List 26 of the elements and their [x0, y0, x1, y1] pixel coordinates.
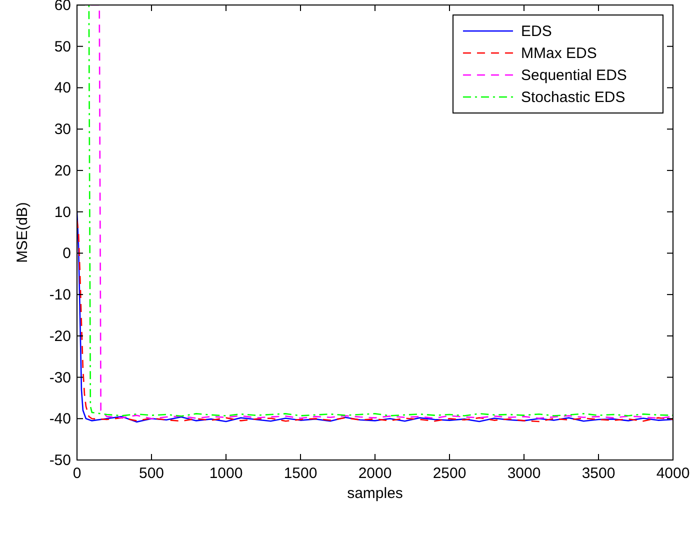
- x-tick-label: 0: [72, 465, 82, 482]
- x-tick-label: 2000: [358, 465, 392, 482]
- y-tick-label: 50: [54, 38, 71, 56]
- y-tick-label: 20: [54, 162, 71, 180]
- y-tick-label: 30: [54, 121, 71, 138]
- y-tick-label: -20: [49, 328, 71, 345]
- x-tick-label: 500: [138, 465, 164, 482]
- legend-label: Sequential EDS: [521, 67, 627, 84]
- x-tick-label: 1500: [284, 465, 318, 482]
- y-tick-label: 0: [62, 245, 71, 262]
- legend-label: EDS: [521, 23, 552, 40]
- y-tick-label: -50: [49, 452, 71, 469]
- y-axis-title: MSE(dB): [14, 202, 31, 263]
- x-tick-label: 1000: [209, 465, 243, 482]
- x-tick-label: 2500: [432, 465, 466, 482]
- y-tick-label: 10: [54, 204, 71, 221]
- y-tick-label: -40: [49, 410, 71, 428]
- y-tick-label: -30: [49, 369, 71, 386]
- x-axis-title: samples: [347, 485, 403, 502]
- legend-label: Stochastic EDS: [521, 89, 626, 106]
- legend-label: MMax EDS: [521, 45, 597, 62]
- y-tick-label: -10: [49, 286, 71, 304]
- x-tick-label: 3000: [507, 465, 541, 482]
- x-tick-label: 4000: [656, 465, 690, 482]
- y-tick-label: 40: [54, 80, 71, 97]
- x-tick-label: 3500: [582, 465, 616, 482]
